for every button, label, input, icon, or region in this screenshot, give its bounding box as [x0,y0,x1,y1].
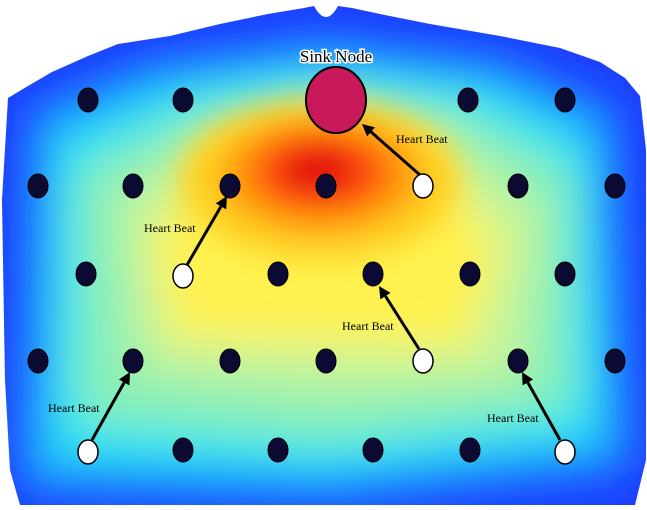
sensor-node [604,173,626,199]
heartbeat-source-node [412,348,434,374]
sink-node-circle [305,66,367,134]
heartbeat-label-3: Heart Beat [342,319,394,333]
sensor-node [172,437,194,463]
sensor-node [267,437,289,463]
sensor-nodes [27,87,626,465]
heartbeat-arrow [522,372,562,441]
heartbeat-arrow [379,286,421,350]
heartbeat-arrow-head [215,196,227,210]
sensor-node [122,173,144,199]
heartbeat-arrows [90,124,562,441]
sensor-node [219,173,241,199]
heartbeat-source-node [554,439,576,465]
sensor-node [459,261,481,287]
heartbeat-arrow [362,124,421,177]
sensor-node [507,173,529,199]
sensor-node [507,348,529,374]
sensor-node [27,348,49,374]
sensor-node [457,87,479,113]
sensor-node [604,348,626,374]
heartbeat-arrow [90,372,130,441]
heartbeat-source-node [412,173,434,199]
heartbeat-label-4: Heart Beat [48,401,100,415]
heartbeat-label-2: Heart Beat [144,221,196,235]
heartbeat-arrow-head [522,372,534,386]
heartbeat-arrow-head [118,372,130,386]
heartbeat-arrow-shaft [384,295,421,350]
heartbeat-source-node [77,439,99,465]
sensor-node [554,261,576,287]
sink-node: Sink Node [298,46,374,134]
sensor-node [315,348,337,374]
sensor-node [362,437,384,463]
sensor-node [315,173,337,199]
sensor-node [362,261,384,287]
heartbeat-arrow-shaft [526,381,562,441]
heartbeat-label-5: Heart Beat [487,411,539,425]
sensor-node [75,261,97,287]
sink-node-label: Sink Node [300,47,372,66]
sensor-node [172,87,194,113]
sensor-node [77,87,99,113]
heartbeat-labels: Heart Beat Heart Beat Heart Beat Heart B… [48,132,539,425]
heartbeat-arrow-head [379,286,391,300]
heartbeat-source-node [172,263,194,289]
heartbeat-arrow [185,196,227,266]
heartbeat-arrow-shaft [185,205,223,266]
heartbeat-arrow-shaft [370,130,421,177]
heartbeat-label-1: Heart Beat [396,132,448,146]
sensor-node [27,173,49,199]
sensor-node [459,437,481,463]
sensor-node [219,348,241,374]
heartbeat-arrow-shaft [90,381,126,441]
heartbeat-arrow-head [362,124,375,137]
sensor-node [554,87,576,113]
sensor-node [267,261,289,287]
sensor-node [122,348,144,374]
